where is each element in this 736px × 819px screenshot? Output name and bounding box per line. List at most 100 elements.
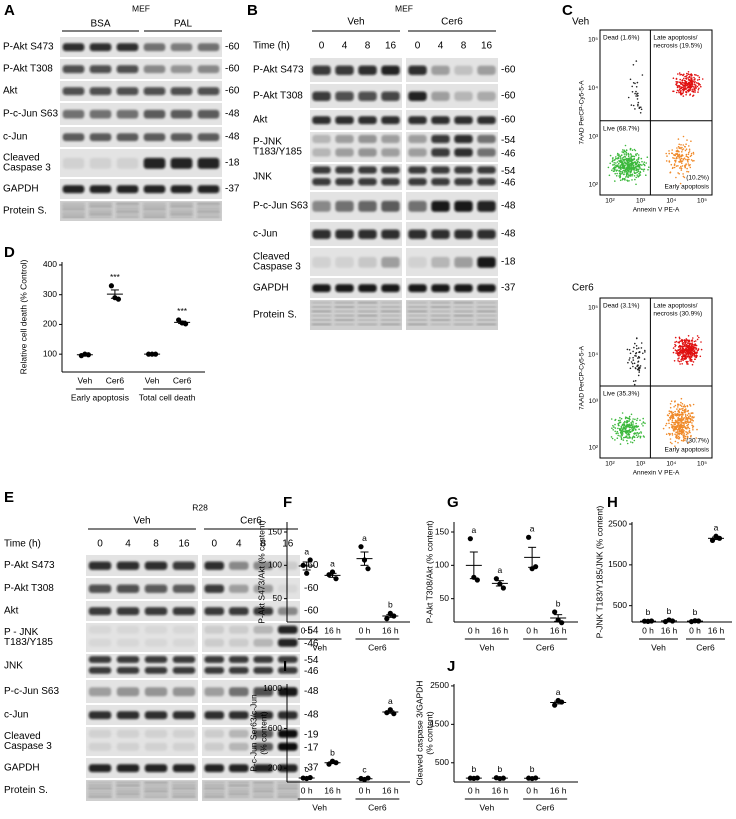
event-dot <box>690 350 692 352</box>
x-tick-label: 16 h <box>708 625 725 635</box>
event-dot <box>678 419 680 422</box>
event-dot <box>694 89 696 92</box>
event-dot <box>642 168 644 171</box>
event-dot <box>625 172 628 175</box>
protein-stain <box>430 315 451 317</box>
event-dot <box>628 415 631 418</box>
event-dot <box>629 153 632 155</box>
band <box>312 65 331 75</box>
event-dot <box>629 357 631 359</box>
event-dot <box>679 345 681 348</box>
event-dot <box>630 158 633 161</box>
group-label: BSA <box>90 19 110 30</box>
data-point <box>467 536 473 542</box>
event-dot <box>677 154 679 157</box>
band <box>277 667 298 674</box>
y-tick-label: 10³ <box>589 133 599 140</box>
protein-stain <box>116 796 140 798</box>
event-dot <box>693 88 695 91</box>
event-dot <box>625 151 628 154</box>
mw-marker: -19 <box>304 730 319 741</box>
event-dot <box>688 148 691 151</box>
protein-stain <box>407 315 428 317</box>
y-tick-label: 2500 <box>430 680 449 690</box>
event-dot <box>624 169 626 172</box>
blot-strip <box>310 278 402 298</box>
band <box>116 764 140 773</box>
protein-stain <box>172 793 196 795</box>
event-dot <box>671 149 673 151</box>
event-dot <box>692 91 695 93</box>
protein-stain <box>89 213 112 216</box>
event-dot <box>677 145 680 148</box>
blot-strip <box>86 601 198 621</box>
y-axis-label: (% content) <box>424 711 434 755</box>
event-dot <box>690 140 692 142</box>
event-dot <box>616 437 619 440</box>
protein-stain <box>252 782 274 784</box>
time-point: 0 <box>319 41 325 52</box>
band <box>381 284 400 293</box>
event-dot <box>693 86 695 88</box>
protein-stain <box>277 787 299 790</box>
event-dot <box>677 138 680 140</box>
mw-marker: -18 <box>501 257 516 268</box>
event-dot <box>685 88 687 91</box>
event-dot <box>681 340 683 342</box>
event-dot <box>621 165 624 167</box>
event-dot <box>683 404 686 406</box>
event-dot <box>689 88 691 90</box>
event-dot <box>668 412 671 415</box>
event-dot <box>674 413 676 416</box>
significance-letter: c <box>362 764 367 774</box>
mw-marker: -60 <box>304 606 319 617</box>
event-dot <box>690 152 693 155</box>
event-dot <box>625 416 628 419</box>
protein-stain <box>116 205 139 208</box>
event-dot <box>615 157 617 160</box>
band <box>144 729 168 738</box>
band <box>116 656 140 663</box>
blot-label: Cleaved <box>253 252 290 263</box>
y-tick-label: 150 <box>435 526 449 536</box>
event-dot <box>637 169 640 171</box>
event-dot <box>686 339 688 342</box>
event-dot <box>675 84 678 86</box>
event-dot <box>683 350 685 353</box>
y-tick-label: 1500 <box>608 559 627 569</box>
event-dot <box>631 168 633 171</box>
plot-title: Cer6 <box>572 283 594 294</box>
event-dot <box>636 81 639 84</box>
time-point: 0 <box>211 539 217 550</box>
event-dot <box>691 415 693 418</box>
event-dot <box>689 352 692 355</box>
significance-letter: b <box>646 607 651 617</box>
event-dot <box>671 419 674 422</box>
event-dot <box>679 408 681 411</box>
event-dot <box>700 341 702 343</box>
x-tick-label: 16 h <box>324 785 341 795</box>
event-dot <box>696 335 699 337</box>
event-dot <box>614 172 616 175</box>
event-dot <box>677 354 680 357</box>
event-dot <box>680 169 683 171</box>
event-dot <box>677 349 679 351</box>
band <box>62 185 85 194</box>
event-dot <box>678 422 680 424</box>
protein-stain <box>144 796 168 798</box>
event-dot <box>689 166 692 169</box>
time-point: 0 <box>97 539 103 550</box>
event-dot <box>629 428 631 431</box>
band <box>204 607 225 616</box>
event-dot <box>680 360 682 362</box>
band <box>277 584 298 593</box>
event-dot <box>646 156 649 158</box>
event-dot <box>636 95 639 97</box>
event-dot <box>641 164 643 166</box>
event-dot <box>662 427 665 430</box>
event-dot <box>624 417 627 420</box>
band <box>477 200 496 212</box>
protein-stain <box>228 784 250 787</box>
event-dot <box>643 163 646 166</box>
